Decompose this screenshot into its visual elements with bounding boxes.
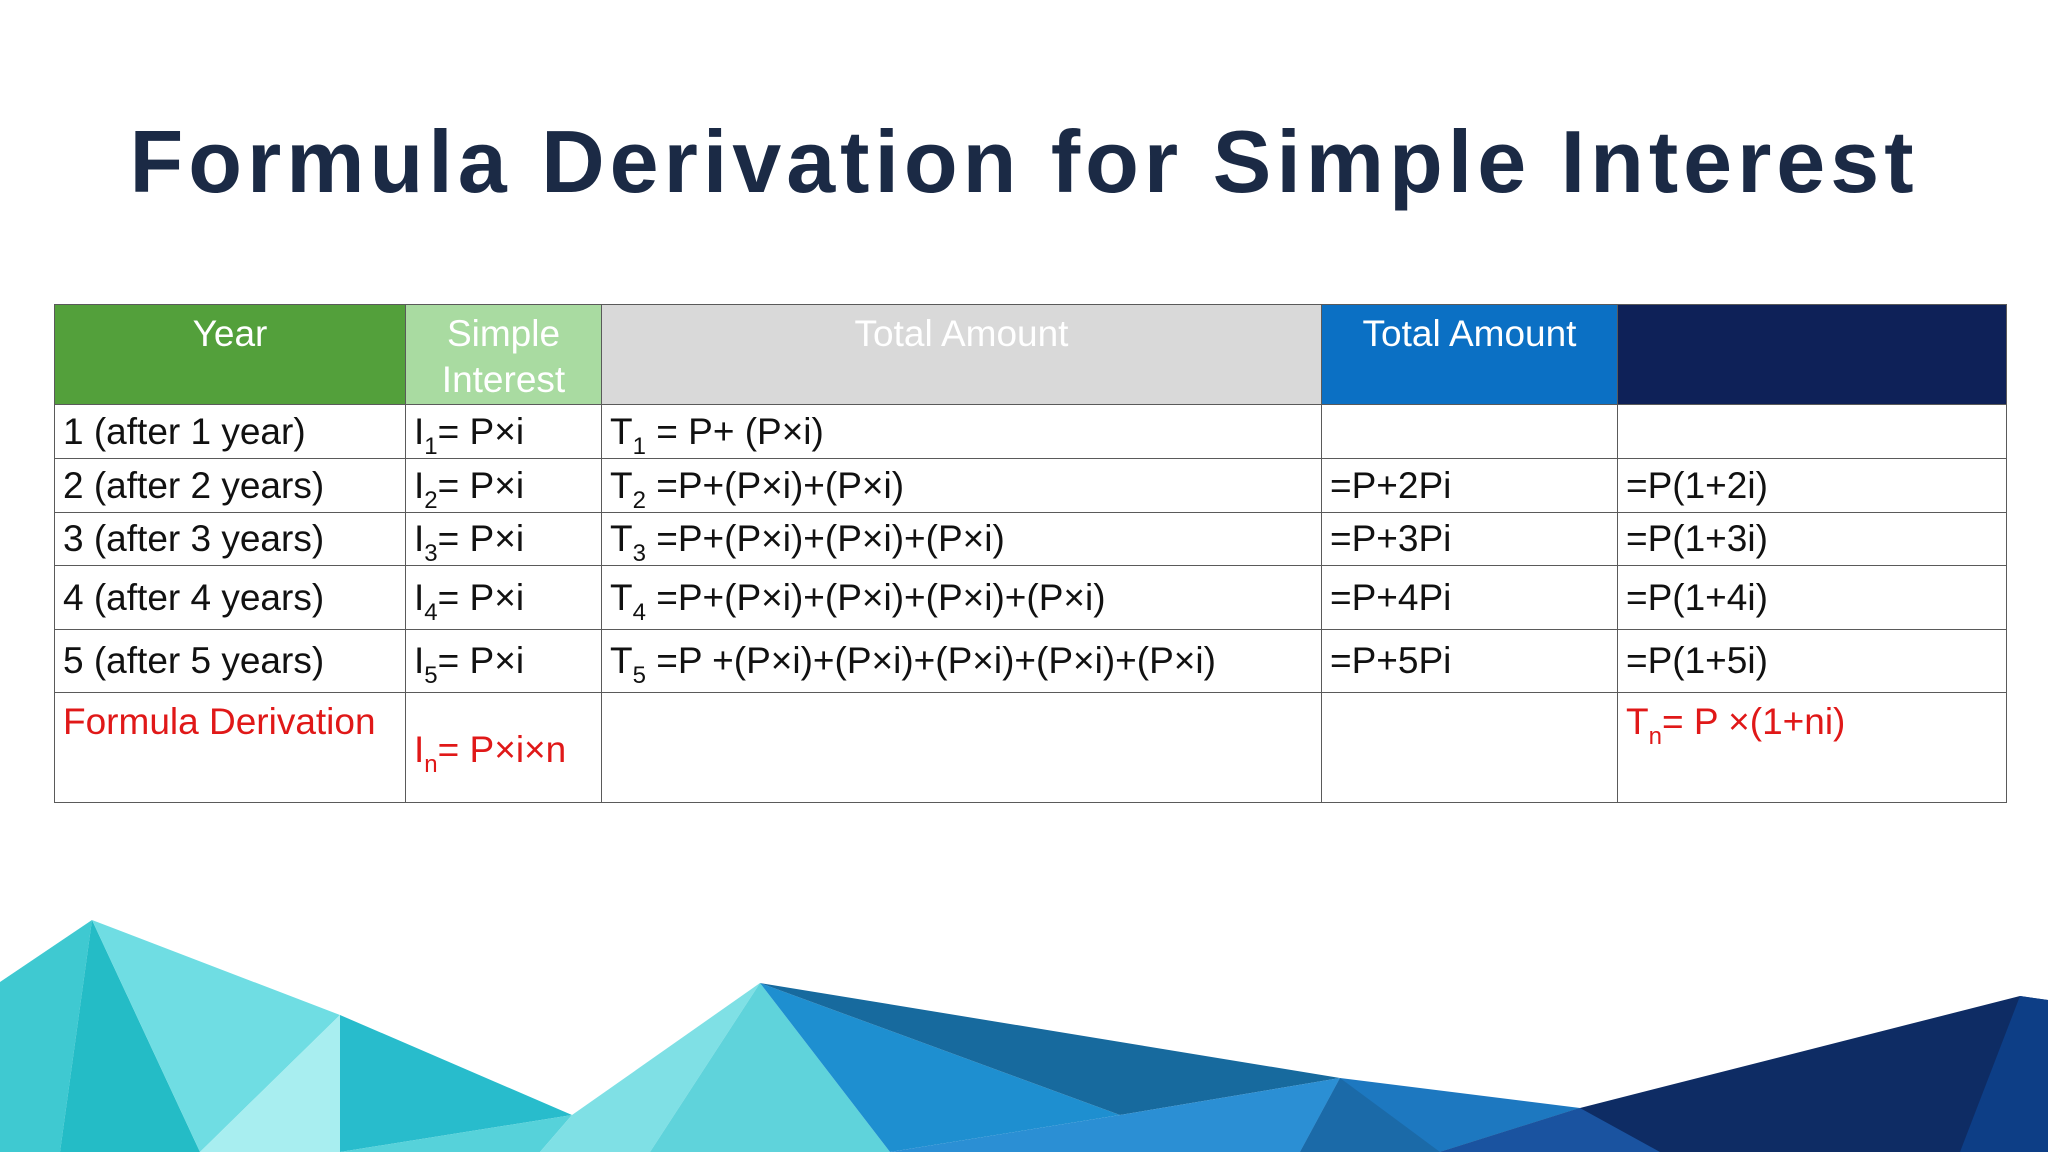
cell-total-amount-2: =P+2Pi <box>1321 458 1618 513</box>
cell-simple-interest: I2= P×i <box>405 458 602 513</box>
derivation-table: Year Simple Interest Total Amount Total … <box>54 304 2007 803</box>
cell-total-amount-2: =P+4Pi <box>1321 565 1618 630</box>
polygon-shape <box>92 920 340 1152</box>
formula-row: Formula Derivation In= P×i×n Tn= P ×(1+n… <box>54 692 2007 803</box>
formula-simple-interest: In= P×i×n <box>405 692 602 803</box>
polygon-shape <box>60 920 200 1152</box>
table-row: 5 (after 5 years) I5= P×i T5 =P +(P×i)+(… <box>54 629 2007 693</box>
cell-simple-interest: I4= P×i <box>405 565 602 630</box>
cell-total-amount-2 <box>1321 404 1618 459</box>
cell-total-amount-2: =P+5Pi <box>1321 629 1618 693</box>
cell-total-amount: T4 =P+(P×i)+(P×i)+(P×i)+(P×i) <box>601 565 1322 630</box>
table-row: 3 (after 3 years) I3= P×i T3 =P+(P×i)+(P… <box>54 512 2007 566</box>
header-total-amount-2: Total Amount <box>1321 304 1618 405</box>
cell-total-amount-3: =P(1+3i) <box>1617 512 2007 566</box>
polygon-shape <box>340 1115 572 1152</box>
cell-total-amount-3: =P(1+5i) <box>1617 629 2007 693</box>
cell-year: 1 (after 1 year) <box>54 404 406 459</box>
cell-year: 2 (after 2 years) <box>54 458 406 513</box>
cell-total-amount: T2 =P+(P×i)+(P×i) <box>601 458 1322 513</box>
header-total-amount: Total Amount <box>601 304 1322 405</box>
polygon-shape <box>1440 1108 1660 1152</box>
table-row: 1 (after 1 year) I1= P×i T1 = P+ (P×i) <box>54 404 2007 459</box>
polygon-shape <box>890 1078 1340 1152</box>
cell-total-amount-2: =P+3Pi <box>1321 512 1618 566</box>
formula-empty-cell <box>1321 692 1618 803</box>
cell-total-amount-3 <box>1617 404 2007 459</box>
cell-year: 4 (after 4 years) <box>54 565 406 630</box>
cell-simple-interest: I3= P×i <box>405 512 602 566</box>
slide-title: Formula Derivation for Simple Interest <box>129 112 1919 211</box>
polygon-shape <box>1300 1078 1440 1152</box>
formula-derivation-label: Formula Derivation <box>54 692 406 803</box>
cell-total-amount-3: =P(1+4i) <box>1617 565 2007 630</box>
cell-year: 5 (after 5 years) <box>54 629 406 693</box>
table-row: 2 (after 2 years) I2= P×i T2 =P+(P×i)+(P… <box>54 458 2007 513</box>
cell-total-amount: T1 = P+ (P×i) <box>601 404 1322 459</box>
polygon-shape <box>760 983 1120 1152</box>
header-year: Year <box>54 304 406 405</box>
header-row: Year Simple Interest Total Amount Total … <box>54 304 2007 405</box>
formula-empty-cell <box>601 692 1322 803</box>
cell-total-amount: T3 =P+(P×i)+(P×i)+(P×i) <box>601 512 1322 566</box>
header-blank <box>1617 304 2007 405</box>
polygon-shape <box>540 983 760 1152</box>
cell-simple-interest: I1= P×i <box>405 404 602 459</box>
table-row: 4 (after 4 years) I4= P×i T4 =P+(P×i)+(P… <box>54 565 2007 630</box>
polygon-shape <box>0 920 92 1152</box>
cell-simple-interest: I5= P×i <box>405 629 602 693</box>
cell-year: 3 (after 3 years) <box>54 512 406 566</box>
cell-total-amount-3: =P(1+2i) <box>1617 458 2007 513</box>
decorative-polygon-background <box>0 920 2048 1152</box>
polygon-shape <box>760 983 1340 1115</box>
header-simple-interest: Simple Interest <box>405 304 602 405</box>
polygon-shape <box>1960 996 2048 1152</box>
cell-total-amount: T5 =P +(P×i)+(P×i)+(P×i)+(P×i)+(P×i) <box>601 629 1322 693</box>
polygon-shape <box>340 1015 572 1152</box>
polygon-shape <box>200 1015 340 1152</box>
polygon-shape <box>1440 996 2048 1152</box>
formula-total-amount: Tn= P ×(1+ni) <box>1617 692 2007 803</box>
polygon-shape <box>650 983 890 1152</box>
